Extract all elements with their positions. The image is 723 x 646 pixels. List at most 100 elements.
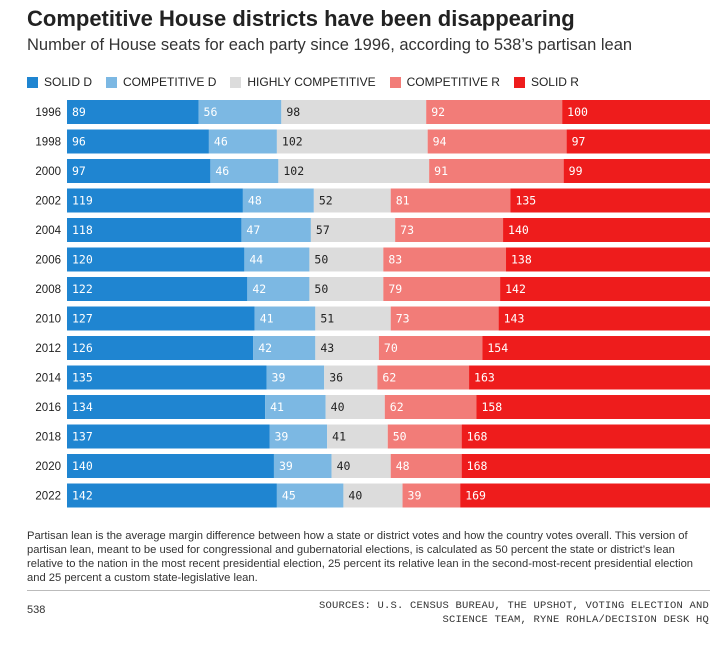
bar-segment-competitive-d bbox=[276, 483, 344, 508]
y-tick-label: 2018 bbox=[35, 432, 61, 444]
bar-segment-competitive-d bbox=[208, 129, 277, 154]
data-label: 50 bbox=[314, 253, 328, 267]
data-label: 168 bbox=[467, 430, 488, 444]
bar-segment-solid-r bbox=[506, 247, 710, 272]
bar-segment-competitive-d bbox=[253, 336, 316, 360]
bar-segment-competitive-d bbox=[241, 218, 311, 242]
data-label: 81 bbox=[396, 194, 410, 208]
data-label: 45 bbox=[282, 489, 296, 503]
bar-segment-competitive-r bbox=[384, 395, 477, 419]
data-label: 140 bbox=[508, 223, 529, 237]
bar-segment-solid-d bbox=[67, 336, 254, 360]
bar-segment-solid-d bbox=[67, 395, 266, 419]
data-label: 46 bbox=[214, 135, 228, 149]
data-label: 51 bbox=[320, 312, 334, 326]
bar-segment-competitive-d bbox=[198, 100, 282, 124]
data-label: 137 bbox=[72, 430, 93, 444]
bar-segment-solid-d bbox=[67, 424, 270, 449]
y-tick-label: 2010 bbox=[35, 314, 61, 326]
data-label: 119 bbox=[72, 194, 93, 208]
data-label: 96 bbox=[72, 135, 86, 149]
bar-segment-competitive-r bbox=[383, 247, 507, 272]
bar-segment-solid-d bbox=[67, 247, 245, 272]
legend-label: COMPETITIVE R bbox=[406, 75, 500, 89]
y-tick-label: 2014 bbox=[35, 373, 61, 385]
data-label: 36 bbox=[329, 371, 343, 385]
bar-segment-competitive-r bbox=[390, 306, 499, 331]
bar-segment-solid-d bbox=[67, 129, 209, 154]
data-label: 135 bbox=[72, 371, 93, 385]
legend-label: SOLID R bbox=[530, 75, 579, 89]
data-label: 142 bbox=[72, 489, 93, 503]
data-label: 163 bbox=[474, 371, 495, 385]
bar-segment-solid-d bbox=[67, 159, 211, 183]
bar-segment-solid-r bbox=[476, 395, 710, 419]
bar-segment-competitive-r bbox=[395, 218, 504, 242]
data-label: 62 bbox=[390, 400, 404, 414]
data-label: 47 bbox=[246, 223, 260, 237]
data-label: 57 bbox=[316, 223, 330, 237]
data-label: 48 bbox=[396, 459, 410, 473]
data-label: 154 bbox=[487, 341, 508, 355]
bar-segment-competitive-d bbox=[266, 365, 325, 390]
data-label: 39 bbox=[408, 489, 422, 503]
bar-segment-solid-r bbox=[562, 100, 710, 124]
data-label: 48 bbox=[248, 194, 262, 208]
bar-segment-solid-d bbox=[67, 483, 277, 508]
data-label: 102 bbox=[283, 164, 304, 178]
bar-segment-competitive-r bbox=[387, 424, 462, 449]
data-label: 127 bbox=[72, 312, 93, 326]
data-label: 134 bbox=[72, 400, 93, 414]
legend-swatch bbox=[389, 76, 401, 88]
bar-segment-competitive-d bbox=[242, 188, 314, 213]
bar-segment-competitive-d bbox=[273, 454, 332, 478]
bar-segment-solid-r bbox=[469, 365, 710, 390]
data-label: 120 bbox=[72, 253, 93, 267]
data-label: 138 bbox=[511, 253, 532, 267]
bar-segment-solid-d bbox=[67, 454, 274, 478]
data-label: 39 bbox=[275, 430, 289, 444]
bar-segment-solid-r bbox=[461, 454, 710, 478]
y-tick-label: 2004 bbox=[35, 225, 61, 237]
y-tick-label: 2002 bbox=[35, 196, 61, 208]
bar-segment-solid-r bbox=[510, 188, 710, 213]
bar-segment-solid-r bbox=[503, 218, 710, 242]
data-label: 40 bbox=[337, 459, 351, 473]
data-label: 122 bbox=[72, 282, 93, 296]
bar-segment-highly-competitive bbox=[278, 159, 430, 183]
bar-segment-highly-competitive bbox=[276, 129, 428, 154]
legend-label: HIGHLY COMPETITIVE bbox=[247, 75, 376, 89]
data-label: 97 bbox=[72, 164, 86, 178]
bar-segment-highly-competitive bbox=[315, 336, 379, 360]
data-label: 44 bbox=[249, 253, 263, 267]
bar-segment-highly-competitive bbox=[325, 395, 385, 419]
data-label: 100 bbox=[567, 105, 588, 119]
divider bbox=[27, 590, 710, 591]
data-label: 135 bbox=[515, 194, 536, 208]
legend-item-solid-d: SOLID D bbox=[27, 75, 92, 89]
y-tick-label: 2008 bbox=[35, 284, 61, 296]
data-label: 70 bbox=[384, 341, 398, 355]
legend-swatch bbox=[513, 76, 525, 88]
chart-subtitle: Number of House seats for each party sin… bbox=[27, 36, 633, 54]
brand-label: 538 bbox=[27, 604, 46, 616]
bar-segment-highly-competitive bbox=[281, 100, 427, 124]
chart-title: Competitive House districts have been di… bbox=[27, 6, 575, 31]
y-tick-label: 2012 bbox=[35, 343, 61, 355]
y-tick-label: 2000 bbox=[35, 166, 61, 178]
data-label: 169 bbox=[465, 489, 486, 503]
bar-segment-highly-competitive bbox=[331, 454, 391, 478]
bar-segment-competitive-r bbox=[383, 277, 501, 301]
bar-segment-solid-r bbox=[461, 424, 710, 449]
bar-segment-competitive-r bbox=[402, 483, 461, 508]
data-label: 99 bbox=[569, 164, 583, 178]
bar-segment-highly-competitive bbox=[343, 483, 403, 508]
bar-segment-competitive-r bbox=[390, 188, 511, 213]
bar-segment-solid-r bbox=[563, 159, 710, 183]
legend-label: SOLID D bbox=[44, 75, 93, 89]
data-label: 42 bbox=[258, 341, 272, 355]
data-label: 143 bbox=[504, 312, 525, 326]
bar-segment-competitive-d bbox=[269, 424, 328, 449]
data-label: 73 bbox=[396, 312, 410, 326]
data-label: 98 bbox=[286, 105, 300, 119]
